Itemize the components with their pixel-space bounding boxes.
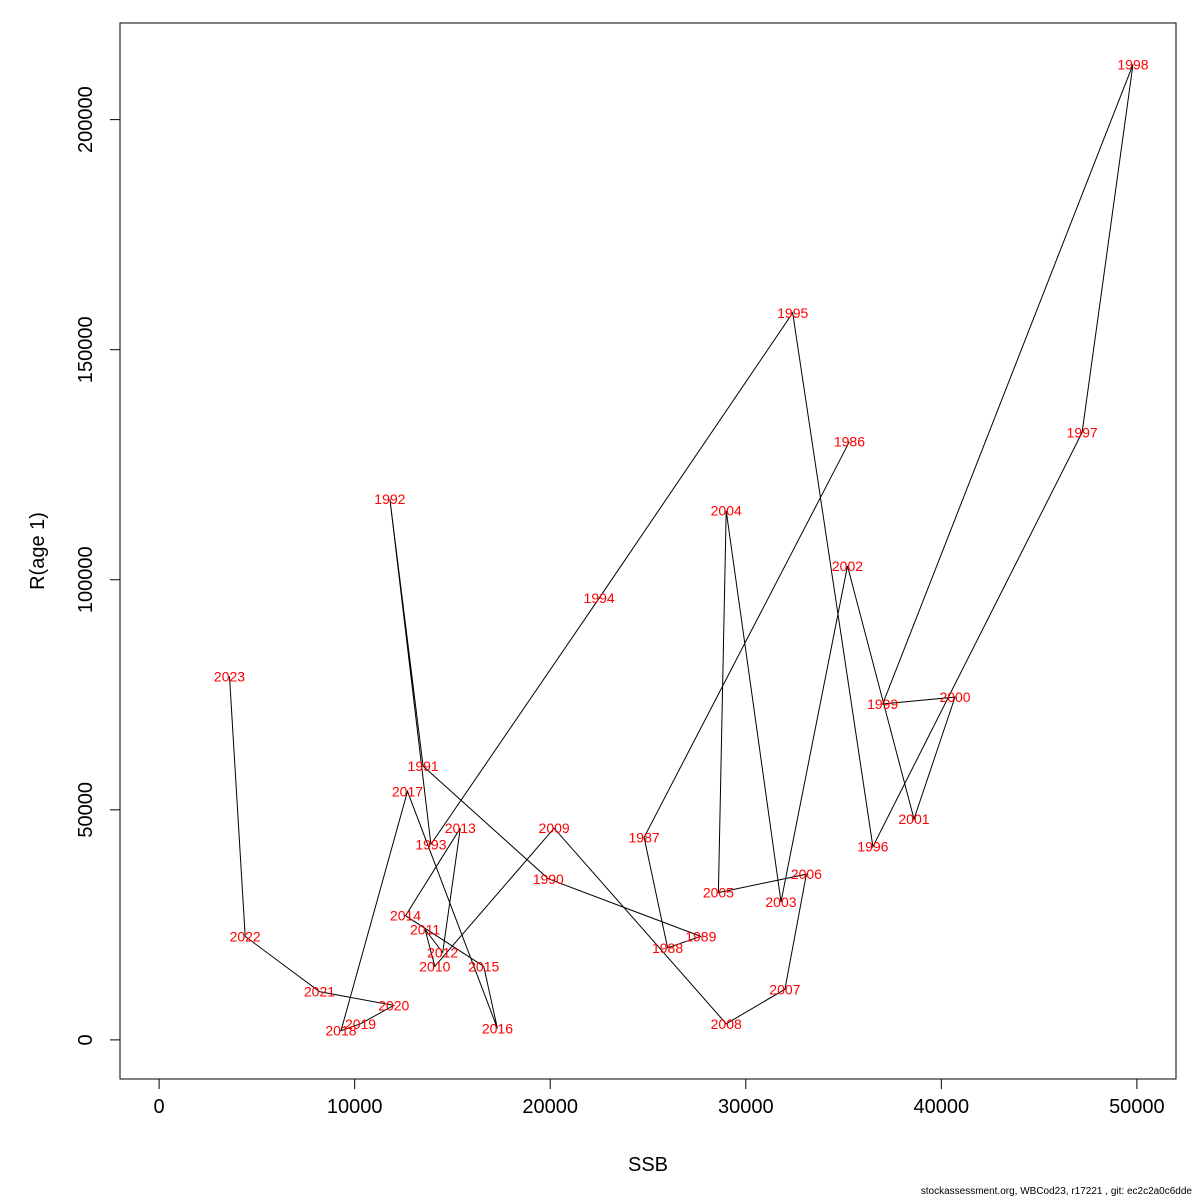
point-label-1997: 1997 — [1067, 425, 1098, 441]
point-label-2019: 2019 — [345, 1016, 376, 1032]
x-axis-title: SSB — [628, 1154, 668, 1176]
x-tick-label: 10000 — [327, 1096, 383, 1118]
point-label-1999: 1999 — [867, 696, 898, 712]
point-label-2017: 2017 — [392, 783, 423, 799]
point-label-2008: 2008 — [711, 1016, 742, 1032]
x-tick-label: 30000 — [718, 1096, 774, 1118]
point-label-2010: 2010 — [419, 958, 450, 974]
point-label-2004: 2004 — [711, 503, 742, 519]
y-tick-label: 200000 — [75, 86, 97, 153]
point-label-2006: 2006 — [791, 866, 822, 882]
point-label-2002: 2002 — [832, 558, 863, 574]
point-label-1992: 1992 — [374, 491, 405, 507]
plot-frame — [119, 22, 1177, 1080]
point-label-2009: 2009 — [539, 820, 570, 836]
point-label-1986: 1986 — [834, 434, 865, 450]
point-label-1998: 1998 — [1117, 56, 1148, 72]
point-label-2022: 2022 — [230, 928, 261, 944]
point-label-1995: 1995 — [777, 305, 808, 321]
y-tick-label: 50000 — [75, 782, 97, 838]
point-label-1993: 1993 — [415, 836, 446, 852]
point-label-2018: 2018 — [325, 1023, 356, 1039]
point-label-1987: 1987 — [629, 829, 660, 845]
point-label-1991: 1991 — [408, 758, 439, 774]
point-label-2007: 2007 — [769, 981, 800, 997]
point-label-2015: 2015 — [468, 958, 499, 974]
y-axis: 0 50000 100000 150000 200000 — [75, 86, 121, 1045]
point-label-1990: 1990 — [533, 871, 564, 887]
point-label-1994: 1994 — [584, 590, 615, 606]
point-label-2001: 2001 — [898, 811, 929, 827]
y-tick-label: 150000 — [75, 316, 97, 383]
x-tick-label: 50000 — [1109, 1096, 1165, 1118]
series-line — [229, 64, 1134, 1032]
point-label-2021: 2021 — [304, 984, 335, 1000]
y-axis-title: R(age 1) — [27, 512, 49, 590]
point-label-2000: 2000 — [939, 689, 970, 705]
point-label-2005: 2005 — [703, 885, 734, 901]
x-axis: 0 10000 20000 30000 40000 50000 — [154, 1078, 1165, 1118]
x-tick-label: 40000 — [914, 1096, 970, 1118]
point-label-2003: 2003 — [765, 894, 796, 910]
point-label-1996: 1996 — [857, 839, 888, 855]
point-label-2013: 2013 — [445, 820, 476, 836]
y-tick-label: 0 — [75, 1034, 97, 1045]
point-label-2020: 2020 — [378, 997, 409, 1013]
y-tick-label: 100000 — [75, 546, 97, 613]
footer-credit: stockassessment.org, WBCod23, r17221 , g… — [920, 1186, 1192, 1197]
point-label-2014: 2014 — [390, 908, 421, 924]
point-label-2023: 2023 — [214, 668, 245, 684]
point-label-2011: 2011 — [410, 921, 440, 937]
point-label-2012: 2012 — [427, 944, 458, 960]
point-label-1988: 1988 — [652, 940, 683, 956]
point-label-1989: 1989 — [685, 928, 716, 944]
x-tick-label: 20000 — [522, 1096, 578, 1118]
point-label-2016: 2016 — [482, 1020, 513, 1036]
x-tick-label: 0 — [154, 1096, 165, 1118]
series-polyline — [229, 64, 1134, 1032]
